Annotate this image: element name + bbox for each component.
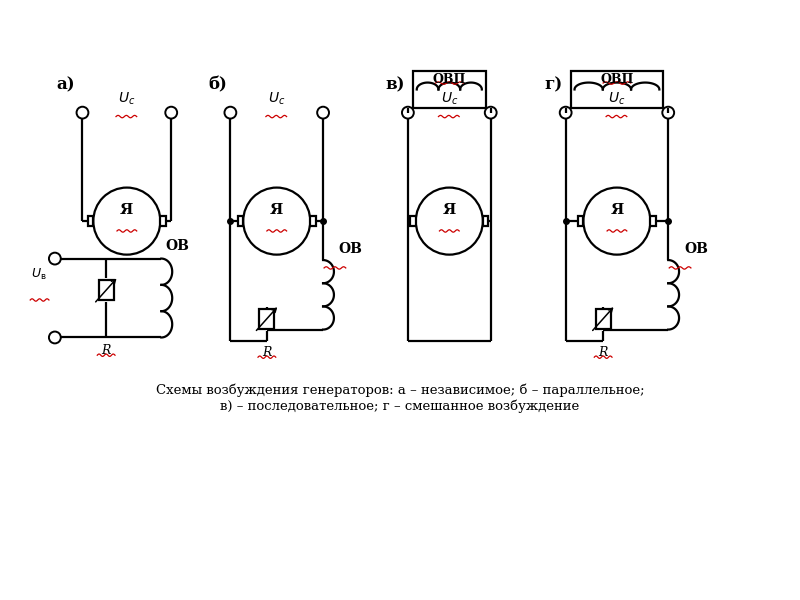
Text: г): г) xyxy=(544,76,562,93)
Text: Я: Я xyxy=(270,203,283,217)
Circle shape xyxy=(94,188,160,254)
Bar xyxy=(238,216,243,226)
Bar xyxy=(483,216,488,226)
Text: R: R xyxy=(598,346,608,359)
Text: $U_{\rm в}$: $U_{\rm в}$ xyxy=(31,267,47,282)
Bar xyxy=(160,216,166,226)
Bar xyxy=(310,216,316,226)
Bar xyxy=(570,71,663,108)
Bar xyxy=(88,216,94,226)
Text: R: R xyxy=(262,346,271,359)
Text: $U_c$: $U_c$ xyxy=(268,91,286,107)
Bar xyxy=(98,280,114,300)
Circle shape xyxy=(243,188,310,254)
Circle shape xyxy=(583,188,650,254)
Text: Я: Я xyxy=(442,203,456,217)
Bar xyxy=(259,309,274,329)
Text: ОВП: ОВП xyxy=(433,73,466,86)
Text: $U_c$: $U_c$ xyxy=(118,91,135,107)
Text: Я: Я xyxy=(610,203,624,217)
Bar xyxy=(596,309,610,329)
Text: Схемы возбуждения генераторов: а – независимое; б – параллельное;
в) – последова: Схемы возбуждения генераторов: а – незав… xyxy=(156,384,644,413)
Circle shape xyxy=(416,188,483,254)
Text: $U_c$: $U_c$ xyxy=(441,91,458,107)
Text: R: R xyxy=(102,344,111,358)
Text: в): в) xyxy=(386,76,405,93)
Bar xyxy=(650,216,656,226)
Text: $U_c$: $U_c$ xyxy=(608,91,626,107)
Text: ОВ: ОВ xyxy=(166,239,189,253)
Bar xyxy=(578,216,583,226)
Bar xyxy=(413,71,486,108)
Text: б): б) xyxy=(209,76,227,93)
Bar xyxy=(410,216,416,226)
Text: ОВ: ОВ xyxy=(339,242,362,256)
Text: ОВ: ОВ xyxy=(684,242,708,256)
Text: ОВП: ОВП xyxy=(600,73,634,86)
Text: Я: Я xyxy=(120,203,134,217)
Text: а): а) xyxy=(57,76,75,93)
